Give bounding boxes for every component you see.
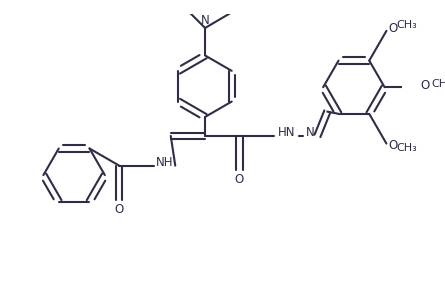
Text: CH₃: CH₃ [431,79,445,89]
Text: O: O [388,139,397,152]
Text: N: N [306,126,315,139]
Text: CH₃: CH₃ [396,143,417,153]
Text: CH₃: CH₃ [396,20,417,30]
Text: O: O [115,202,124,216]
Text: O: O [388,22,397,35]
Text: NH: NH [156,156,173,169]
Text: N: N [201,14,210,27]
Text: O: O [421,79,430,92]
Text: HN: HN [278,126,295,139]
Text: O: O [235,173,244,186]
